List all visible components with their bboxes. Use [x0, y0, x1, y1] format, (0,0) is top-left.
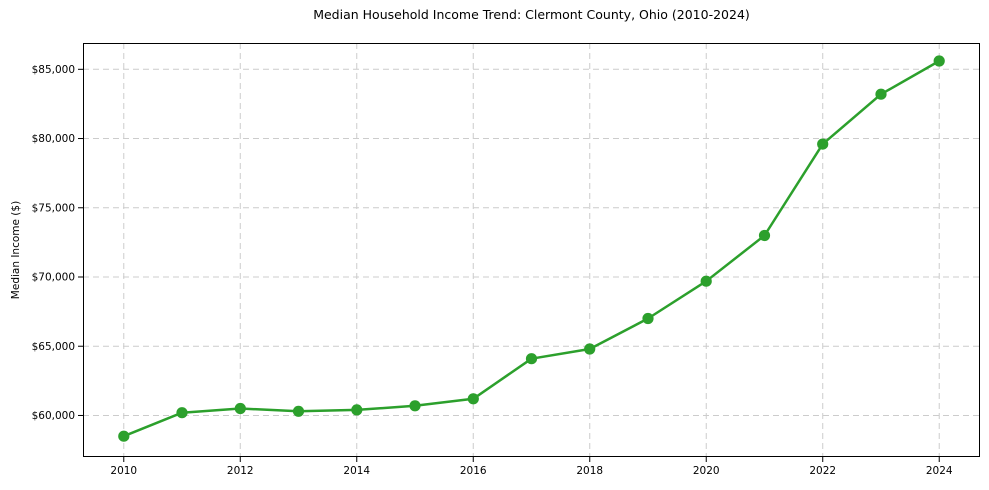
data-point-2016 [467, 393, 479, 405]
y-tick-label-60000: $60,000 [32, 410, 75, 422]
data-point-2010 [118, 430, 130, 442]
y-tick-label-65000: $65,000 [32, 341, 75, 353]
series-line [122, 59, 941, 438]
x-tick-label-2024: 2024 [926, 465, 953, 477]
data-point-2013 [292, 405, 305, 417]
data-point-2021 [758, 229, 771, 242]
x-tick-label-2018: 2018 [576, 465, 603, 477]
x-tick-label-2020: 2020 [693, 465, 720, 477]
x-tick-label-2010: 2010 [110, 465, 137, 477]
x-tick-label-2016: 2016 [460, 465, 487, 477]
data-point-2011 [176, 407, 188, 419]
data-point-2018 [584, 343, 596, 355]
data-point-2019 [642, 312, 654, 325]
data-point-2015 [409, 400, 421, 412]
data-point-2022 [817, 138, 829, 150]
data-point-2023 [875, 88, 887, 100]
y-tick-label-80000: $80,000 [32, 133, 75, 145]
y-tick-label-75000: $75,000 [32, 202, 75, 214]
data-point-2024 [933, 55, 945, 67]
x-tick-label-2012: 2012 [227, 465, 254, 477]
data-point-2012 [234, 402, 246, 415]
x-tick-label-2014: 2014 [343, 465, 370, 477]
data-point-2020 [700, 275, 712, 287]
x-tick-label-2022: 2022 [809, 465, 836, 477]
data-point-2017 [525, 353, 538, 365]
chart-title: Median Household Income Trend: Clermont … [313, 7, 750, 22]
plot-border [83, 43, 980, 457]
y-tick-label-85000: $85,000 [32, 64, 75, 76]
y-tick-label-70000: $70,000 [32, 272, 75, 284]
data-point-2014 [351, 404, 363, 416]
